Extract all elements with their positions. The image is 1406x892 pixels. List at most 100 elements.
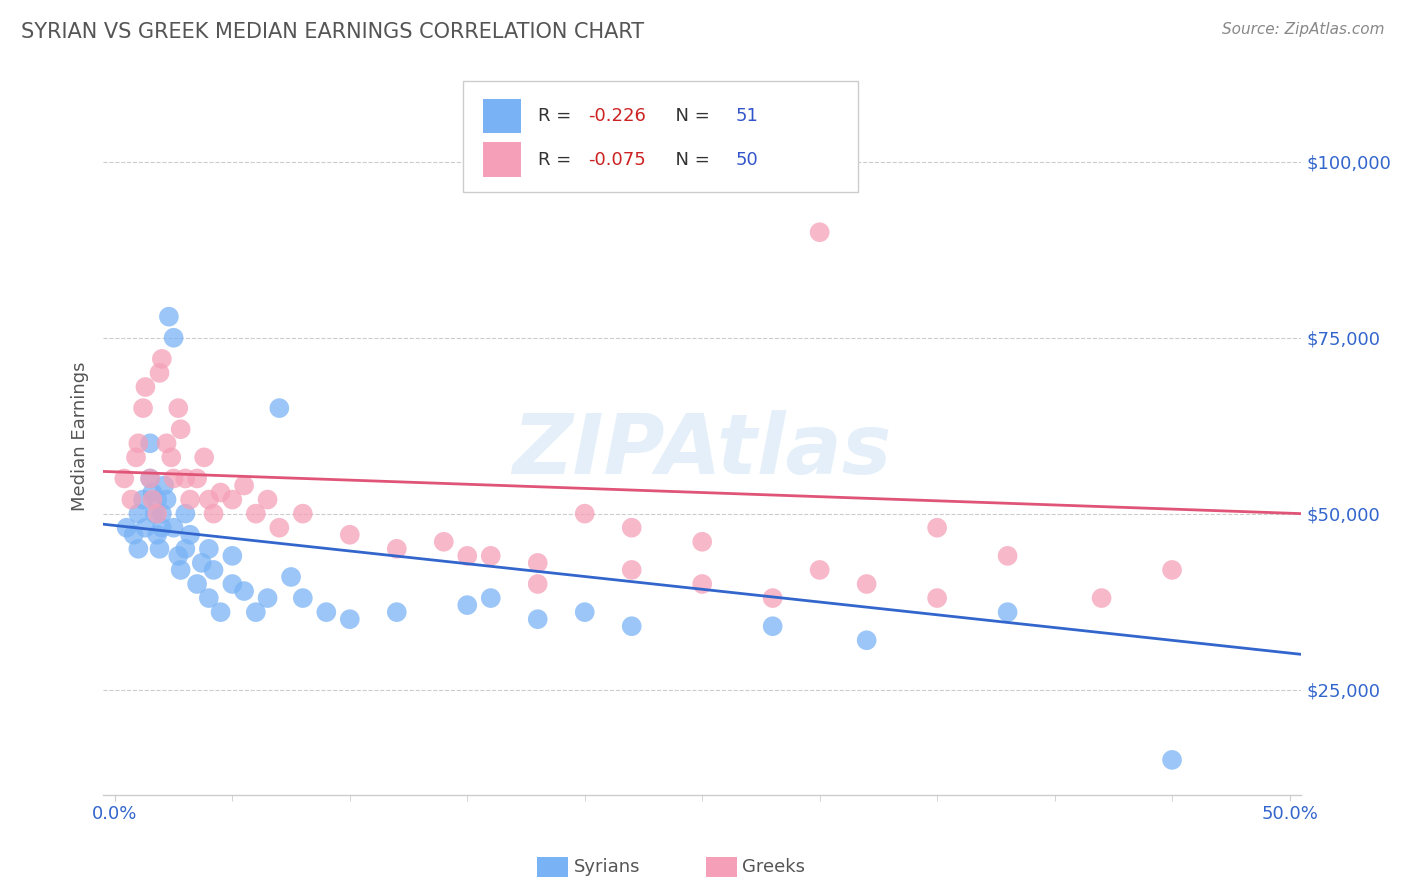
Point (385, 541, 408, 556)
Point (127, 541, 149, 556)
Point (221, 577, 243, 591)
Point (167, 401, 190, 416)
Point (115, 521, 138, 535)
Point (620, 563, 643, 577)
Point (280, 570, 302, 584)
Point (1090, 591, 1112, 605)
Point (146, 507, 169, 521)
Point (160, 450, 183, 465)
Text: -0.075: -0.075 (588, 151, 647, 169)
Point (132, 492, 155, 507)
Point (762, 591, 785, 605)
Text: 50: 50 (735, 151, 758, 169)
Point (927, 521, 949, 535)
Point (148, 366, 170, 380)
Point (122, 527, 145, 541)
Text: N =: N = (664, 151, 716, 169)
Point (808, 563, 831, 577)
Point (1161, 753, 1184, 767)
Point (233, 478, 256, 492)
Point (339, 612, 361, 626)
Point (620, 521, 643, 535)
Point (291, 507, 314, 521)
Point (157, 310, 180, 324)
Point (479, 549, 502, 563)
Point (256, 492, 278, 507)
Point (433, 534, 456, 549)
Point (855, 577, 877, 591)
Point (574, 605, 596, 619)
Point (221, 492, 243, 507)
Point (134, 521, 156, 535)
Point (179, 527, 201, 541)
Point (202, 563, 225, 577)
Point (269, 521, 291, 535)
Point (526, 556, 548, 570)
Point (167, 549, 190, 563)
Point (209, 485, 232, 500)
Point (456, 598, 478, 612)
Text: -0.226: -0.226 (588, 107, 647, 125)
Point (132, 401, 155, 416)
Point (245, 605, 267, 619)
Point (690, 577, 713, 591)
Point (146, 492, 169, 507)
Point (526, 577, 548, 591)
Text: R =: R = (538, 151, 576, 169)
Point (150, 351, 173, 366)
Point (143, 507, 166, 521)
Point (479, 591, 502, 605)
Point (762, 619, 785, 633)
Point (112, 471, 135, 485)
Point (120, 492, 142, 507)
Point (148, 541, 170, 556)
Point (134, 380, 156, 394)
Point (385, 605, 408, 619)
Text: R =: R = (538, 107, 576, 125)
Point (198, 492, 221, 507)
Point (125, 450, 148, 465)
Point (202, 507, 225, 521)
Point (193, 450, 215, 465)
Text: SYRIAN VS GREEK MEDIAN EARNINGS CORRELATION CHART: SYRIAN VS GREEK MEDIAN EARNINGS CORRELAT… (21, 22, 644, 42)
Point (997, 549, 1019, 563)
Point (256, 591, 278, 605)
Point (690, 534, 713, 549)
Point (526, 612, 548, 626)
Point (186, 577, 208, 591)
Point (315, 605, 337, 619)
Point (162, 471, 184, 485)
Point (997, 605, 1019, 619)
Point (198, 541, 221, 556)
Point (456, 549, 478, 563)
Point (169, 563, 191, 577)
Point (198, 591, 221, 605)
Text: ZIPAtlas: ZIPAtlas (513, 410, 891, 491)
Point (179, 492, 201, 507)
Point (162, 521, 184, 535)
Point (141, 485, 163, 500)
Text: Greeks: Greeks (742, 858, 806, 876)
FancyBboxPatch shape (463, 81, 858, 193)
Point (574, 507, 596, 521)
Point (139, 471, 162, 485)
Bar (482, 143, 522, 177)
Point (141, 492, 163, 507)
Point (162, 331, 184, 345)
Point (1161, 563, 1184, 577)
Point (153, 478, 176, 492)
Text: N =: N = (664, 107, 716, 125)
Point (127, 436, 149, 450)
Point (155, 436, 177, 450)
Point (174, 541, 197, 556)
Text: Syrians: Syrians (574, 858, 640, 876)
Point (808, 225, 831, 239)
Point (146, 527, 169, 541)
Point (155, 492, 177, 507)
Text: 51: 51 (735, 107, 759, 125)
Point (150, 521, 173, 535)
Text: Source: ZipAtlas.com: Source: ZipAtlas.com (1222, 22, 1385, 37)
Point (221, 549, 243, 563)
Point (174, 507, 197, 521)
Point (339, 527, 361, 541)
